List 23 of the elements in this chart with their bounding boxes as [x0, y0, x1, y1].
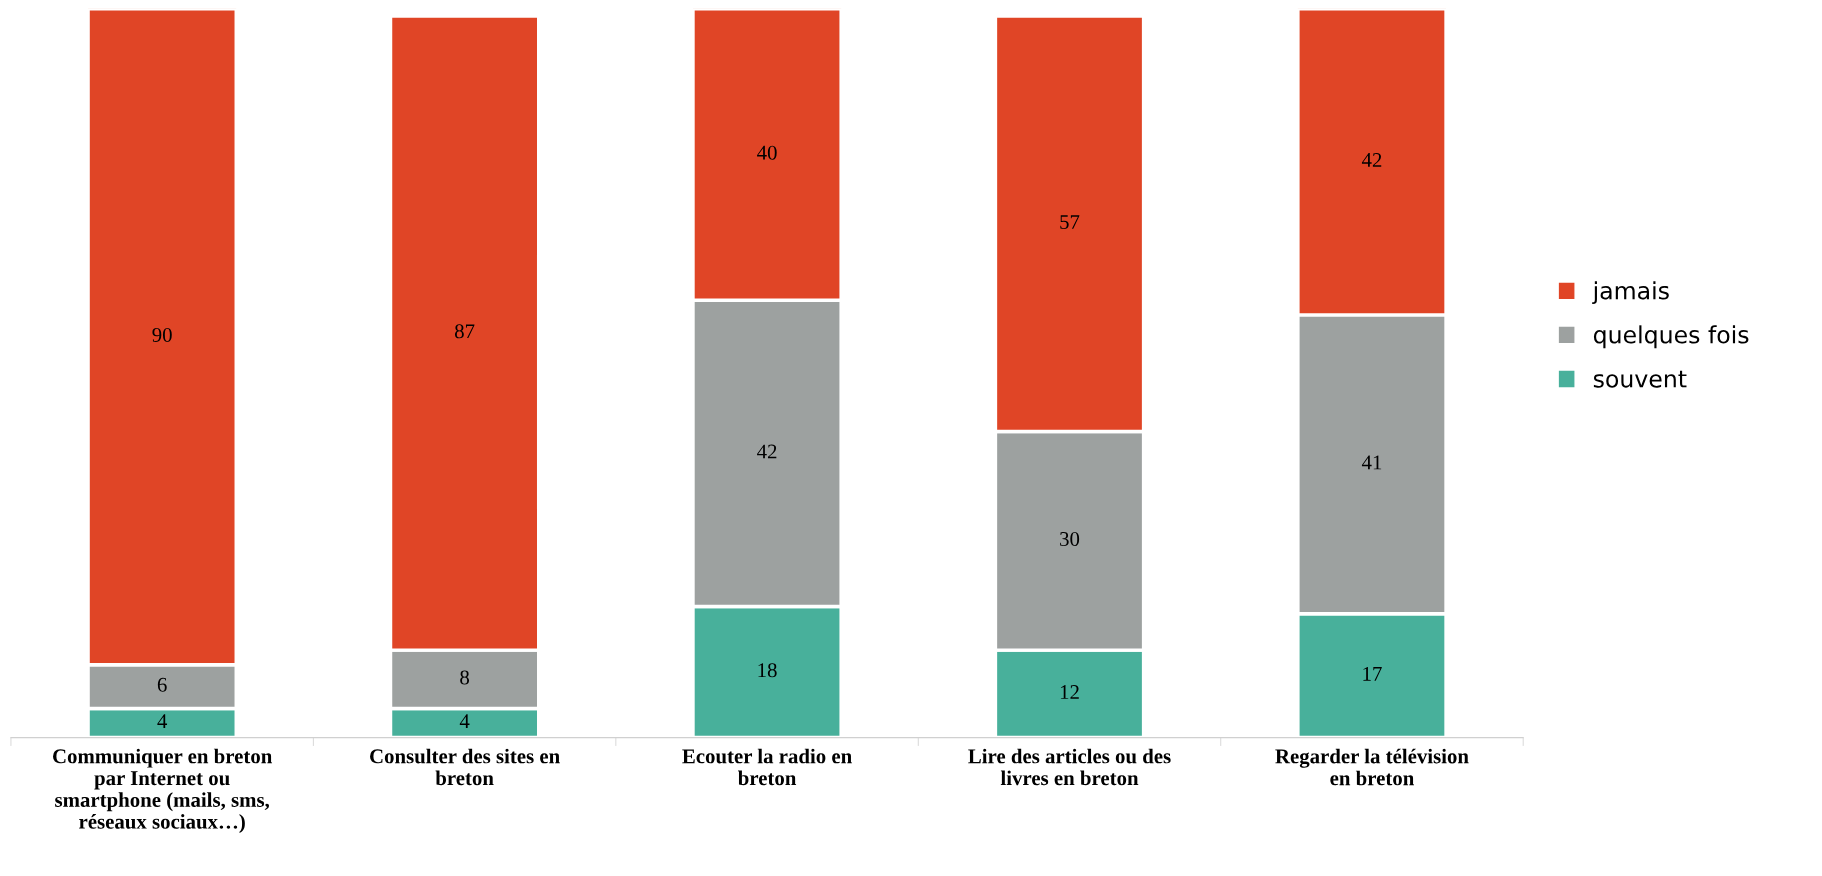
data-label: 40 [757, 145, 777, 160]
data-label: 4 [459, 714, 470, 729]
data-label: 87 [454, 324, 475, 339]
data-label: 42 [1361, 153, 1382, 167]
data-label: 57 [1060, 215, 1080, 229]
data-label: 6 [157, 677, 167, 692]
data-label: 18 [758, 663, 777, 678]
data-label: 8 [460, 670, 470, 685]
x-tick-label: Ecouter la radio en breton [682, 748, 852, 786]
x-tick-label: Lire des articles ou des livres en breton [968, 748, 1171, 786]
legend-label: souvent [1593, 370, 1687, 388]
data-label: 42 [757, 444, 777, 459]
data-label: 41 [1361, 455, 1382, 470]
data-label: 12 [1060, 685, 1079, 699]
x-tick-label: Communiquer en breton par Internet ou smartphone (mails, sms, réseaux sociaux…) [53, 748, 273, 833]
data-label: 30 [1060, 531, 1080, 547]
data-label: 90 [152, 327, 172, 342]
legend-label: jamais [1592, 281, 1669, 305]
x-tick-label: Consulter des sites en breton [370, 748, 560, 786]
x-tick-label: Regarder la télévision en breton [1275, 748, 1469, 786]
data-label: 17 [1363, 666, 1382, 681]
data-label: 4 [157, 714, 168, 729]
legend-label: quelques fois [1593, 325, 1749, 349]
